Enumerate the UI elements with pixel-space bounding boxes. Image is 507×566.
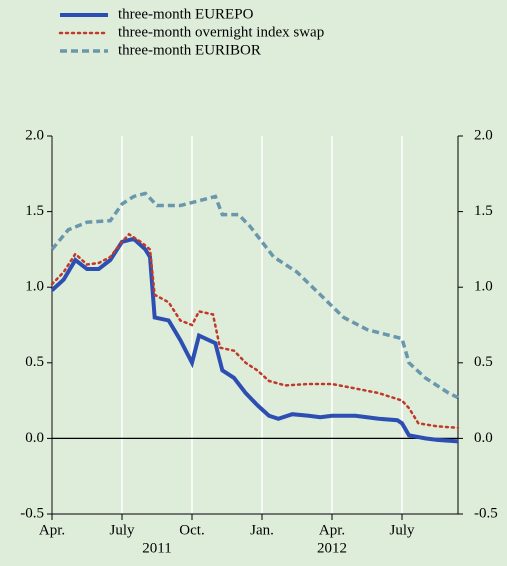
y-tick-label: 2.0 [25,127,44,143]
y-tick-label: 1.5 [25,203,44,219]
legend-label: three-month overnight index swap [118,24,324,40]
x-tick-label: July [109,522,135,538]
x-tick-label: July [389,522,415,538]
legend-label: three-month EUREPO [118,6,254,22]
y2-tick-label: 0.5 [474,354,493,370]
x-tick-label: Apr. [39,522,65,538]
x-tick-label: Apr. [319,522,345,538]
y-tick-label: 1.0 [25,279,44,295]
y2-tick-label: 2.0 [474,127,493,143]
series-line [50,232,460,430]
y-tick-label: 0.0 [25,430,44,446]
x-tick-label: Jan. [250,522,274,538]
series-line [50,191,459,400]
y2-tick-label: 0.0 [474,430,493,446]
y2-tick-label: 1.5 [474,203,493,219]
y2-tick-label: 1.0 [474,279,493,295]
year-label: 2011 [142,540,171,556]
y-tick-label: -0.5 [20,505,44,521]
year-label: 2012 [317,540,347,556]
legend-label: three-month EURIBOR [118,42,261,58]
x-tick-label: Oct. [179,522,204,538]
y2-tick-label: -0.5 [474,505,498,521]
y-tick-label: 0.5 [25,354,44,370]
series-line [50,236,459,444]
